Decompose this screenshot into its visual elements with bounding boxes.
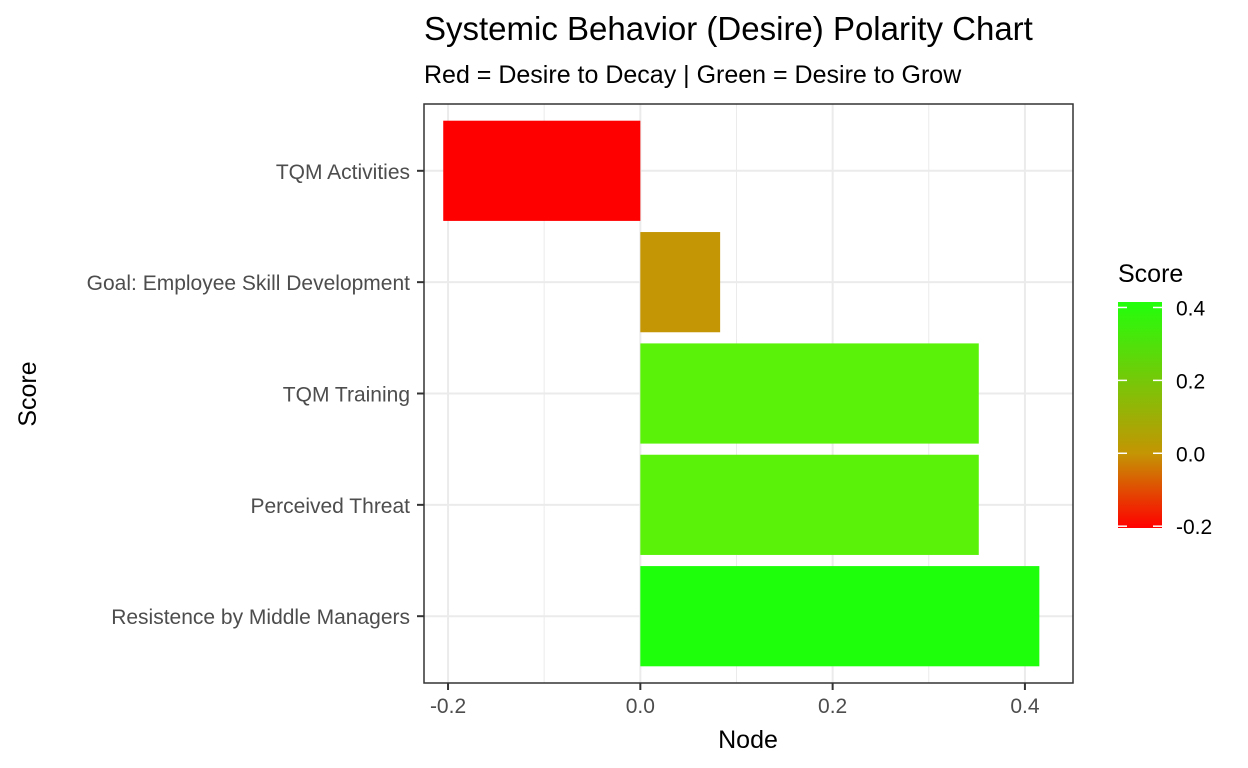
y-tick-label: Resistence by Middle Managers bbox=[111, 606, 410, 629]
color-legend: Score -0.2 0.0 0.2 0.4 bbox=[1118, 260, 1212, 539]
y-tick-label: TQM Training bbox=[283, 384, 410, 407]
x-tick-label: -0.2 bbox=[430, 695, 466, 718]
legend-tick-label: -0.2 bbox=[1176, 516, 1212, 539]
plot-area: TQM Activities Goal: Employee Skill Devel… bbox=[87, 103, 1074, 718]
y-tick-label: TQM Activities bbox=[276, 161, 410, 184]
x-axis-title: Node bbox=[718, 726, 778, 754]
legend-title: Score bbox=[1118, 260, 1183, 288]
legend-tick-label: 0.4 bbox=[1176, 297, 1206, 320]
bar bbox=[640, 343, 979, 444]
bar bbox=[640, 232, 721, 333]
y-tick-label: Perceived Threat bbox=[250, 495, 410, 518]
bar bbox=[443, 120, 641, 221]
x-tick-label: 0.0 bbox=[626, 695, 655, 718]
bar bbox=[640, 566, 1040, 667]
legend-tick-label: 0.2 bbox=[1176, 370, 1205, 393]
x-tick-label: 0.2 bbox=[818, 695, 847, 718]
chart-title: Systemic Behavior (Desire) Polarity Char… bbox=[424, 10, 1033, 47]
y-tick-label: Goal: Employee Skill Development bbox=[87, 272, 410, 295]
legend-tick-label: 0.0 bbox=[1176, 443, 1205, 466]
y-axis-title: Score bbox=[14, 361, 42, 426]
legend-ticks: -0.2 0.0 0.2 0.4 bbox=[1118, 297, 1212, 539]
chart-subtitle: Red = Desire to Decay | Green = Desire t… bbox=[424, 61, 962, 89]
legend-colorbar bbox=[1118, 302, 1162, 528]
bar bbox=[640, 454, 979, 555]
x-tick-label: 0.4 bbox=[1010, 695, 1040, 718]
